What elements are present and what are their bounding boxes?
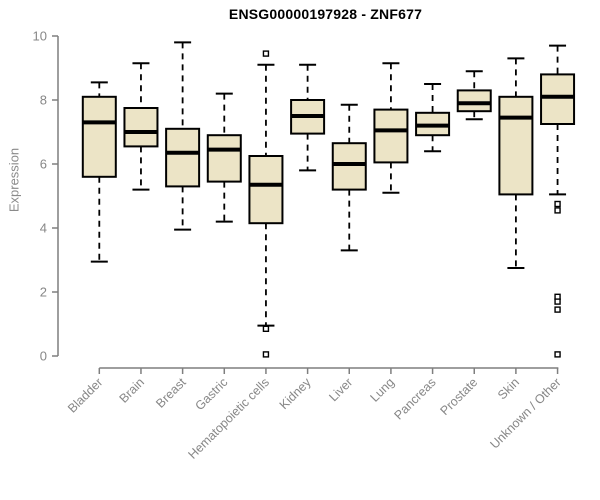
x-tick-label-bladder: Bladder xyxy=(65,375,105,415)
x-tick-label-kidney: Kidney xyxy=(277,375,314,412)
x-tick-label-pancreas: Pancreas xyxy=(391,375,438,422)
box-unknown-other xyxy=(540,44,576,358)
iqr-box xyxy=(498,95,534,196)
x-tick-label-skin: Skin xyxy=(495,375,522,402)
outlier-point xyxy=(554,306,561,313)
x-tick-label-brain: Brain xyxy=(117,375,148,406)
x-tick-label-lung: Lung xyxy=(367,375,397,405)
iqr-box xyxy=(165,127,201,188)
box-breast xyxy=(165,41,201,231)
outlier-point xyxy=(262,351,270,358)
iqr-box xyxy=(123,107,159,148)
iqr-box xyxy=(456,89,492,113)
box-gastric xyxy=(206,92,242,223)
chart-title: ENSG00000197928 - ZNF677 xyxy=(228,6,423,22)
x-tick-label-unknown-other: Unknown / Other xyxy=(487,375,563,451)
iqr-box xyxy=(206,134,242,183)
box-bladder xyxy=(81,81,117,263)
outlier-point xyxy=(554,207,561,214)
x-tick-label-hematopoietic-cells: Hematopoietic cells xyxy=(186,375,273,462)
y-tick-label: 4 xyxy=(40,221,47,236)
box-prostate xyxy=(456,70,492,121)
box-hematopoietic-cells xyxy=(248,50,284,358)
x-tick-label-breast: Breast xyxy=(153,375,189,411)
y-tick-label: 0 xyxy=(40,349,47,364)
iqr-box xyxy=(373,108,409,164)
outlier-point xyxy=(554,298,561,305)
box-kidney xyxy=(290,63,326,172)
iqr-box xyxy=(540,73,576,125)
outlier-point xyxy=(554,351,561,358)
y-axis: 0 2 4 6 8 10 xyxy=(33,29,59,364)
outlier-point xyxy=(262,50,270,57)
iqr-box xyxy=(331,142,367,191)
y-tick-label: 8 xyxy=(40,93,47,108)
box-lung xyxy=(373,62,409,194)
box-skin xyxy=(498,57,534,269)
y-tick-label: 6 xyxy=(40,157,47,172)
y-tick-label: 10 xyxy=(33,29,47,44)
outlier-point xyxy=(554,200,561,208)
y-tick-label: 2 xyxy=(40,285,47,300)
x-tick-label-liver: Liver xyxy=(326,375,355,404)
iqr-box xyxy=(248,155,284,225)
box-liver xyxy=(331,103,367,252)
iqr-box xyxy=(81,95,117,178)
outlier-point xyxy=(262,325,270,332)
box-brain xyxy=(123,62,159,191)
x-tick-label-gastric: Gastric xyxy=(193,375,231,413)
x-tick-label-prostate: Prostate xyxy=(438,375,481,418)
box-pancreas xyxy=(415,83,451,153)
